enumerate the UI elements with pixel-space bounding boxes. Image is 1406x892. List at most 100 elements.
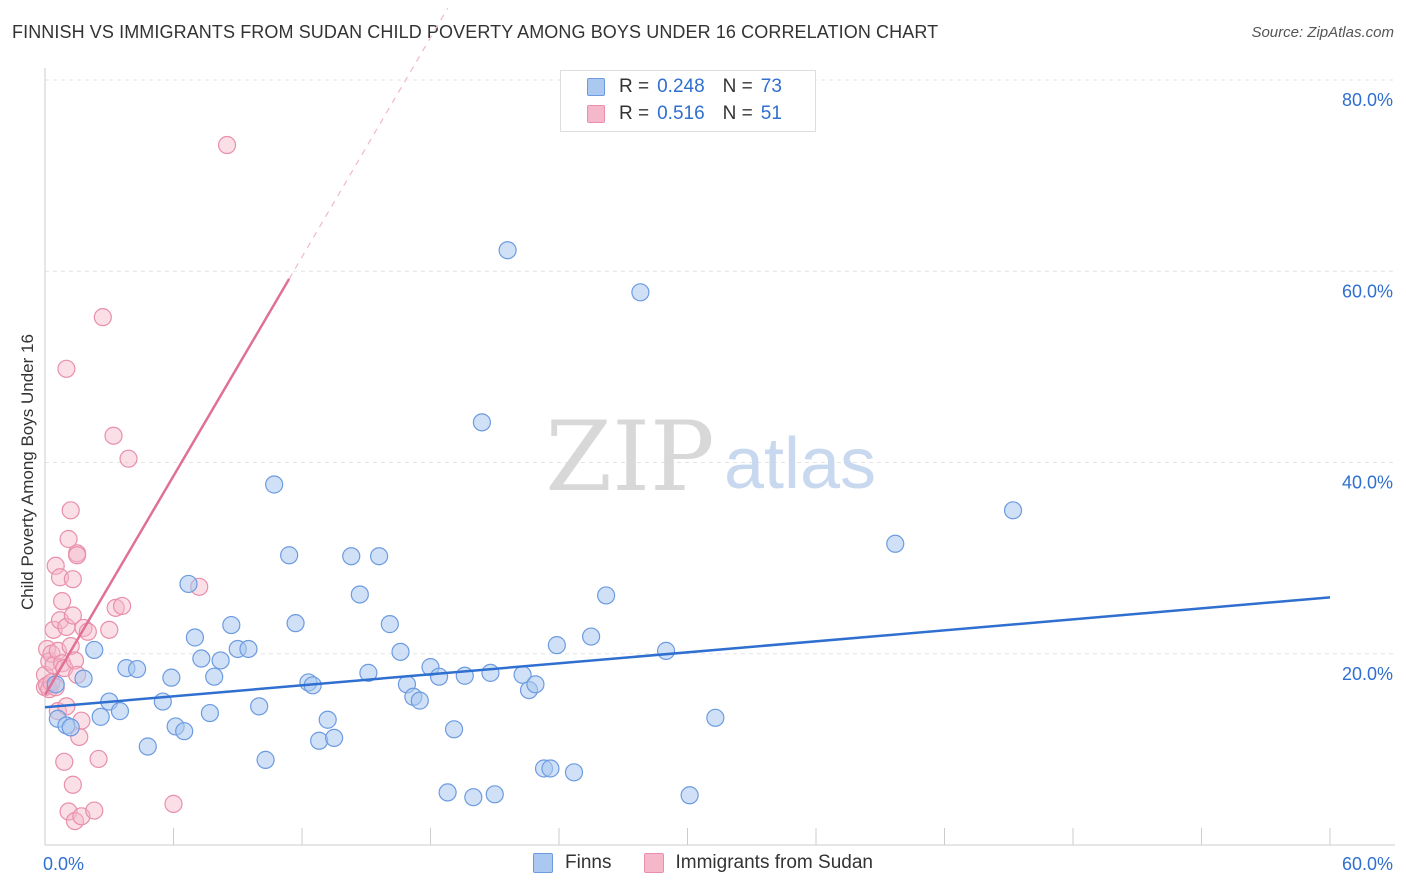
finns-point <box>472 413 491 432</box>
chart-title: FINNISH VS IMMIGRANTS FROM SUDAN CHILD P… <box>12 22 939 42</box>
grid-lines <box>45 79 1395 655</box>
finns-point <box>205 667 224 686</box>
finns-point <box>325 728 344 748</box>
legend-sudan-label: Immigrants from Sudan <box>675 852 873 873</box>
y-tick-label: 40.0% <box>1342 473 1393 493</box>
finns-point <box>886 534 905 553</box>
sudan-point <box>89 749 108 769</box>
finns-point <box>391 642 410 661</box>
series-finns-points <box>46 241 1023 807</box>
watermark: ZIP atlas <box>545 401 876 513</box>
finns-point <box>256 750 275 769</box>
sudan-n-label: N = <box>722 103 753 124</box>
y-tick-label: 20.0% <box>1342 664 1393 684</box>
finns-point <box>526 675 545 694</box>
finns-point <box>179 574 198 594</box>
finns-point <box>464 788 483 807</box>
stats-legend-row-finns: R = 0.248 N = 73 <box>587 74 782 100</box>
finns-point <box>85 640 104 660</box>
y-tick-label: 80.0% <box>1342 90 1393 110</box>
sudan-point <box>119 449 138 468</box>
finns-point <box>286 614 305 633</box>
trend-lines <box>43 7 1331 709</box>
finns-point <box>680 786 699 805</box>
sudan-point <box>63 570 82 589</box>
sudan-point <box>164 794 183 813</box>
sudan-trend-extension <box>288 7 449 280</box>
finns-swatch <box>587 78 605 96</box>
finns-point <box>265 475 284 494</box>
sudan-point <box>46 556 65 575</box>
sudan-point <box>63 775 82 794</box>
finns-r-label: R = <box>619 76 650 97</box>
finns-point <box>91 707 110 726</box>
finns-trend-line <box>44 596 1331 709</box>
finns-point <box>410 691 429 710</box>
chart-source: Source: ZipAtlas.com <box>1251 24 1394 41</box>
sudan-point <box>59 529 78 549</box>
finns-point <box>706 708 725 727</box>
finns-r-value: 0.248 <box>657 76 705 97</box>
sudan-trend-line <box>43 278 291 696</box>
sudan-r-label: R = <box>619 103 650 124</box>
sudan-point <box>61 501 80 520</box>
finns-point <box>541 759 560 778</box>
legend-item-sudan[interactable]: Immigrants from Sudan <box>643 852 873 874</box>
legend-finns-swatch <box>533 853 554 873</box>
finns-point <box>211 651 230 670</box>
finns-point <box>564 763 584 782</box>
sudan-point <box>63 606 82 625</box>
watermark-atlas: atlas <box>724 424 876 504</box>
y-axis-label: Child Poverty Among Boys Under 16 <box>18 334 37 610</box>
finns-point <box>74 669 93 688</box>
sudan-point <box>55 752 74 771</box>
finns-point <box>192 649 211 668</box>
sudan-point <box>100 620 119 639</box>
finns-point <box>127 659 147 679</box>
sudan-swatch <box>587 105 605 123</box>
finns-point <box>222 615 241 635</box>
legend-sudan-swatch <box>643 853 664 873</box>
finns-point <box>485 785 504 804</box>
x-tick-label-min: 0.0% <box>43 854 84 874</box>
finns-point <box>350 585 369 604</box>
finns-point <box>239 639 258 659</box>
finns-point <box>547 636 566 655</box>
finns-point <box>481 663 500 682</box>
legend-item-finns[interactable]: Finns <box>533 852 612 874</box>
finns-point <box>250 697 269 716</box>
sudan-r-value: 0.516 <box>657 103 705 124</box>
finns-point <box>359 663 378 682</box>
sudan-point <box>112 596 132 616</box>
finns-point <box>444 720 464 739</box>
finns-point <box>380 615 399 634</box>
series-legend: Finns Immigrants from Sudan <box>0 852 1406 874</box>
x-tick-label-max: 60.0% <box>1342 854 1393 874</box>
finns-point <box>318 710 337 729</box>
finns-point <box>310 731 329 750</box>
sudan-point <box>217 135 237 155</box>
finns-point <box>631 283 650 302</box>
sudan-point <box>85 801 104 820</box>
sudan-n-value: 51 <box>760 103 782 124</box>
finns-point <box>656 641 676 660</box>
sudan-point <box>68 546 87 565</box>
axes <box>44 68 1395 846</box>
finns-point <box>162 668 181 687</box>
stats-legend: R = 0.248 N = 73 R = 0.516 N = 51 <box>560 70 816 132</box>
finns-point <box>185 628 205 647</box>
tick-labels: 20.0% 40.0% 60.0% 80.0% 0.0% 60.0% <box>43 90 1393 874</box>
finns-n-value: 73 <box>760 76 782 97</box>
finns-point <box>597 586 616 605</box>
finns-point <box>370 547 389 566</box>
finns-point <box>200 703 220 723</box>
finns-point <box>138 737 157 756</box>
y-tick-label: 60.0% <box>1342 281 1393 301</box>
finns-point <box>438 783 457 802</box>
finns-point <box>280 546 299 565</box>
finns-point <box>582 627 601 646</box>
sudan-point <box>93 308 112 327</box>
finns-point <box>1003 501 1023 520</box>
stats-legend-row-sudan: R = 0.516 N = 51 <box>587 101 782 127</box>
